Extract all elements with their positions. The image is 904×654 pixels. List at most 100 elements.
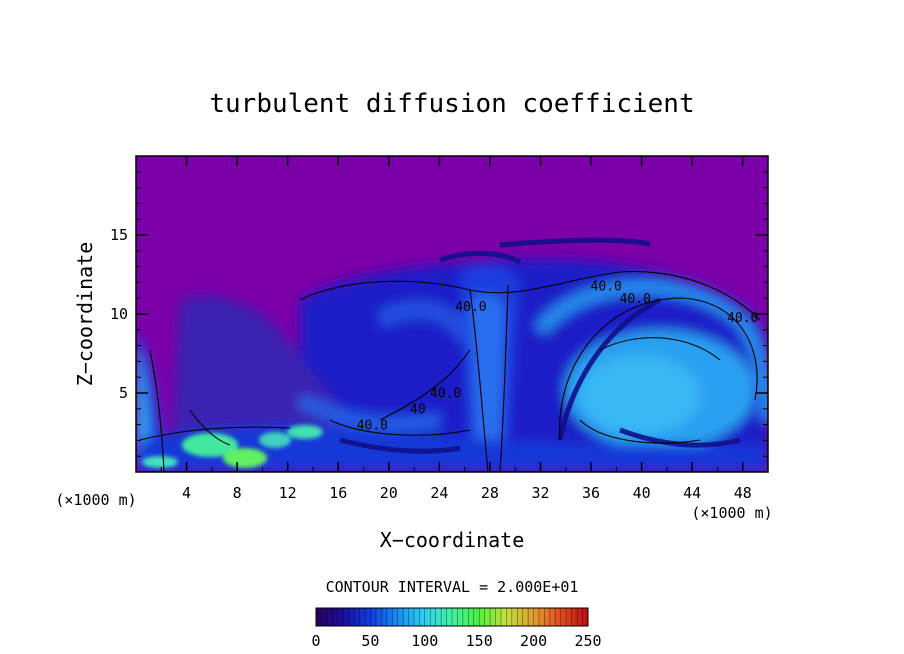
colorbar-segment <box>557 608 562 626</box>
colorbar-segment <box>387 608 392 626</box>
contour-lines <box>139 270 761 472</box>
y-tick-label: 5 <box>119 384 128 402</box>
x-axis: 4 8 12 16 20 24 28 32 36 40 44 48 <box>160 156 752 502</box>
colorbar-segment <box>496 608 500 626</box>
colorbar-segment <box>550 608 555 626</box>
x-tick-label: 28 <box>481 484 499 502</box>
colorbar-segment <box>503 608 507 626</box>
contour-label: 40.0 <box>727 311 758 326</box>
contour-label: 40.0 <box>455 300 486 315</box>
colorbar-segment <box>554 608 558 626</box>
hotspots <box>142 425 323 468</box>
x-tick-label: 8 <box>233 484 242 502</box>
colorbar-segment <box>370 608 375 626</box>
x-axis-label: X−coordinate <box>380 528 525 552</box>
colorbar-segment <box>520 608 524 626</box>
contour-label: 40.0 <box>620 292 651 307</box>
x-tick-label: 48 <box>734 484 752 502</box>
colorbar-segment <box>438 608 443 626</box>
colorbar-segment <box>411 608 415 626</box>
colorbar-tick-label: 250 <box>574 632 601 650</box>
colorbar-segment <box>353 608 358 626</box>
colorbar-segment <box>441 608 446 626</box>
colorbar-segment <box>377 608 381 626</box>
colorbar-segment <box>380 608 385 626</box>
colorbar-segment <box>533 608 538 626</box>
chart-title: turbulent diffusion coefficient <box>209 89 694 119</box>
colorbar-segment <box>452 608 456 626</box>
x-tick-label: 40 <box>633 484 651 502</box>
colorbar-frame <box>315 607 589 627</box>
x-tick-label: 12 <box>279 484 297 502</box>
contour-labels: 40.040.040.040.040.040.040 <box>357 279 759 433</box>
colorbar-segment <box>469 608 473 626</box>
colorbar <box>315 607 589 627</box>
colorbar-segment <box>448 608 453 626</box>
colorbar-segment <box>547 608 551 626</box>
colorbar-segment <box>567 608 572 626</box>
colorbar-segment <box>574 608 579 626</box>
contour-label: 40.0 <box>430 387 461 402</box>
colorbar-tick-label: 0 <box>311 632 320 650</box>
colorbar-segment <box>360 608 364 626</box>
colorbar-segment <box>367 608 371 626</box>
colorbar-segment <box>543 608 548 626</box>
colorbar-segment <box>421 608 426 626</box>
colorbar-segment <box>571 608 575 626</box>
colorbar-segment <box>479 608 483 626</box>
dark-streaks <box>339 237 741 454</box>
z-unit-label: (×1000 m) <box>55 491 136 509</box>
colorbar-segment <box>472 608 477 626</box>
x-tick-label: 32 <box>531 484 549 502</box>
colorbar-segment <box>489 608 494 626</box>
contour-label: 40 <box>410 403 426 418</box>
colorbar-segment <box>530 608 534 626</box>
colorbar-tick-label: 50 <box>361 632 379 650</box>
colorbar-segment <box>506 608 511 626</box>
contour-label: 40.0 <box>591 279 622 294</box>
colorbar-segment <box>584 608 589 626</box>
colorbar-segment <box>492 608 497 626</box>
colorbar-tick-label: 150 <box>466 632 493 650</box>
colorbar-segment <box>431 608 436 626</box>
colorbar-segment <box>343 608 347 626</box>
x-tick-label: 24 <box>430 484 448 502</box>
colorbar-segment <box>316 608 320 626</box>
y-tick-label: 15 <box>110 226 128 244</box>
colorbar-segment <box>526 608 531 626</box>
colorbar-segment <box>435 608 439 626</box>
x-tick-label: 36 <box>582 484 600 502</box>
y-tick-label: 10 <box>110 305 128 323</box>
colorbar-segment <box>462 608 466 626</box>
colorbar-segment <box>499 608 504 626</box>
colorbar-segment <box>329 608 334 626</box>
colorbar-segment <box>540 608 545 626</box>
colorbar-segment <box>339 608 344 626</box>
colorbar-segment <box>390 608 395 626</box>
colorbar-segment <box>407 608 412 626</box>
colorbar-segment <box>445 608 449 626</box>
x-tick-label: 4 <box>182 484 191 502</box>
colorbar-segment <box>336 608 341 626</box>
x-unit-label: (×1000 m) <box>691 504 772 522</box>
colorbar-tick-label: 200 <box>520 632 547 650</box>
colorbar-segment <box>486 608 490 626</box>
colorbar-segment <box>560 608 565 626</box>
colorbar-segment <box>513 608 517 626</box>
x-tick-label: 44 <box>683 484 701 502</box>
contour-label: 40.0 <box>357 418 388 433</box>
colorbar-segment <box>516 608 521 626</box>
colorbar-segment <box>384 608 388 626</box>
colorbar-segment <box>356 608 361 626</box>
colorbar-segment <box>418 608 422 626</box>
colorbar-segment <box>350 608 354 626</box>
colorbar-ticks: 0 50 100 150 200 250 <box>311 632 601 650</box>
colorbar-segment <box>397 608 402 626</box>
x-tick-label: 16 <box>329 484 347 502</box>
colorbar-segment <box>326 608 330 626</box>
colorbar-segment <box>322 608 327 626</box>
y-axis-label: Z−coordinate <box>73 242 97 387</box>
colorbar-segment <box>581 608 585 626</box>
colorbar-segment <box>333 608 337 626</box>
